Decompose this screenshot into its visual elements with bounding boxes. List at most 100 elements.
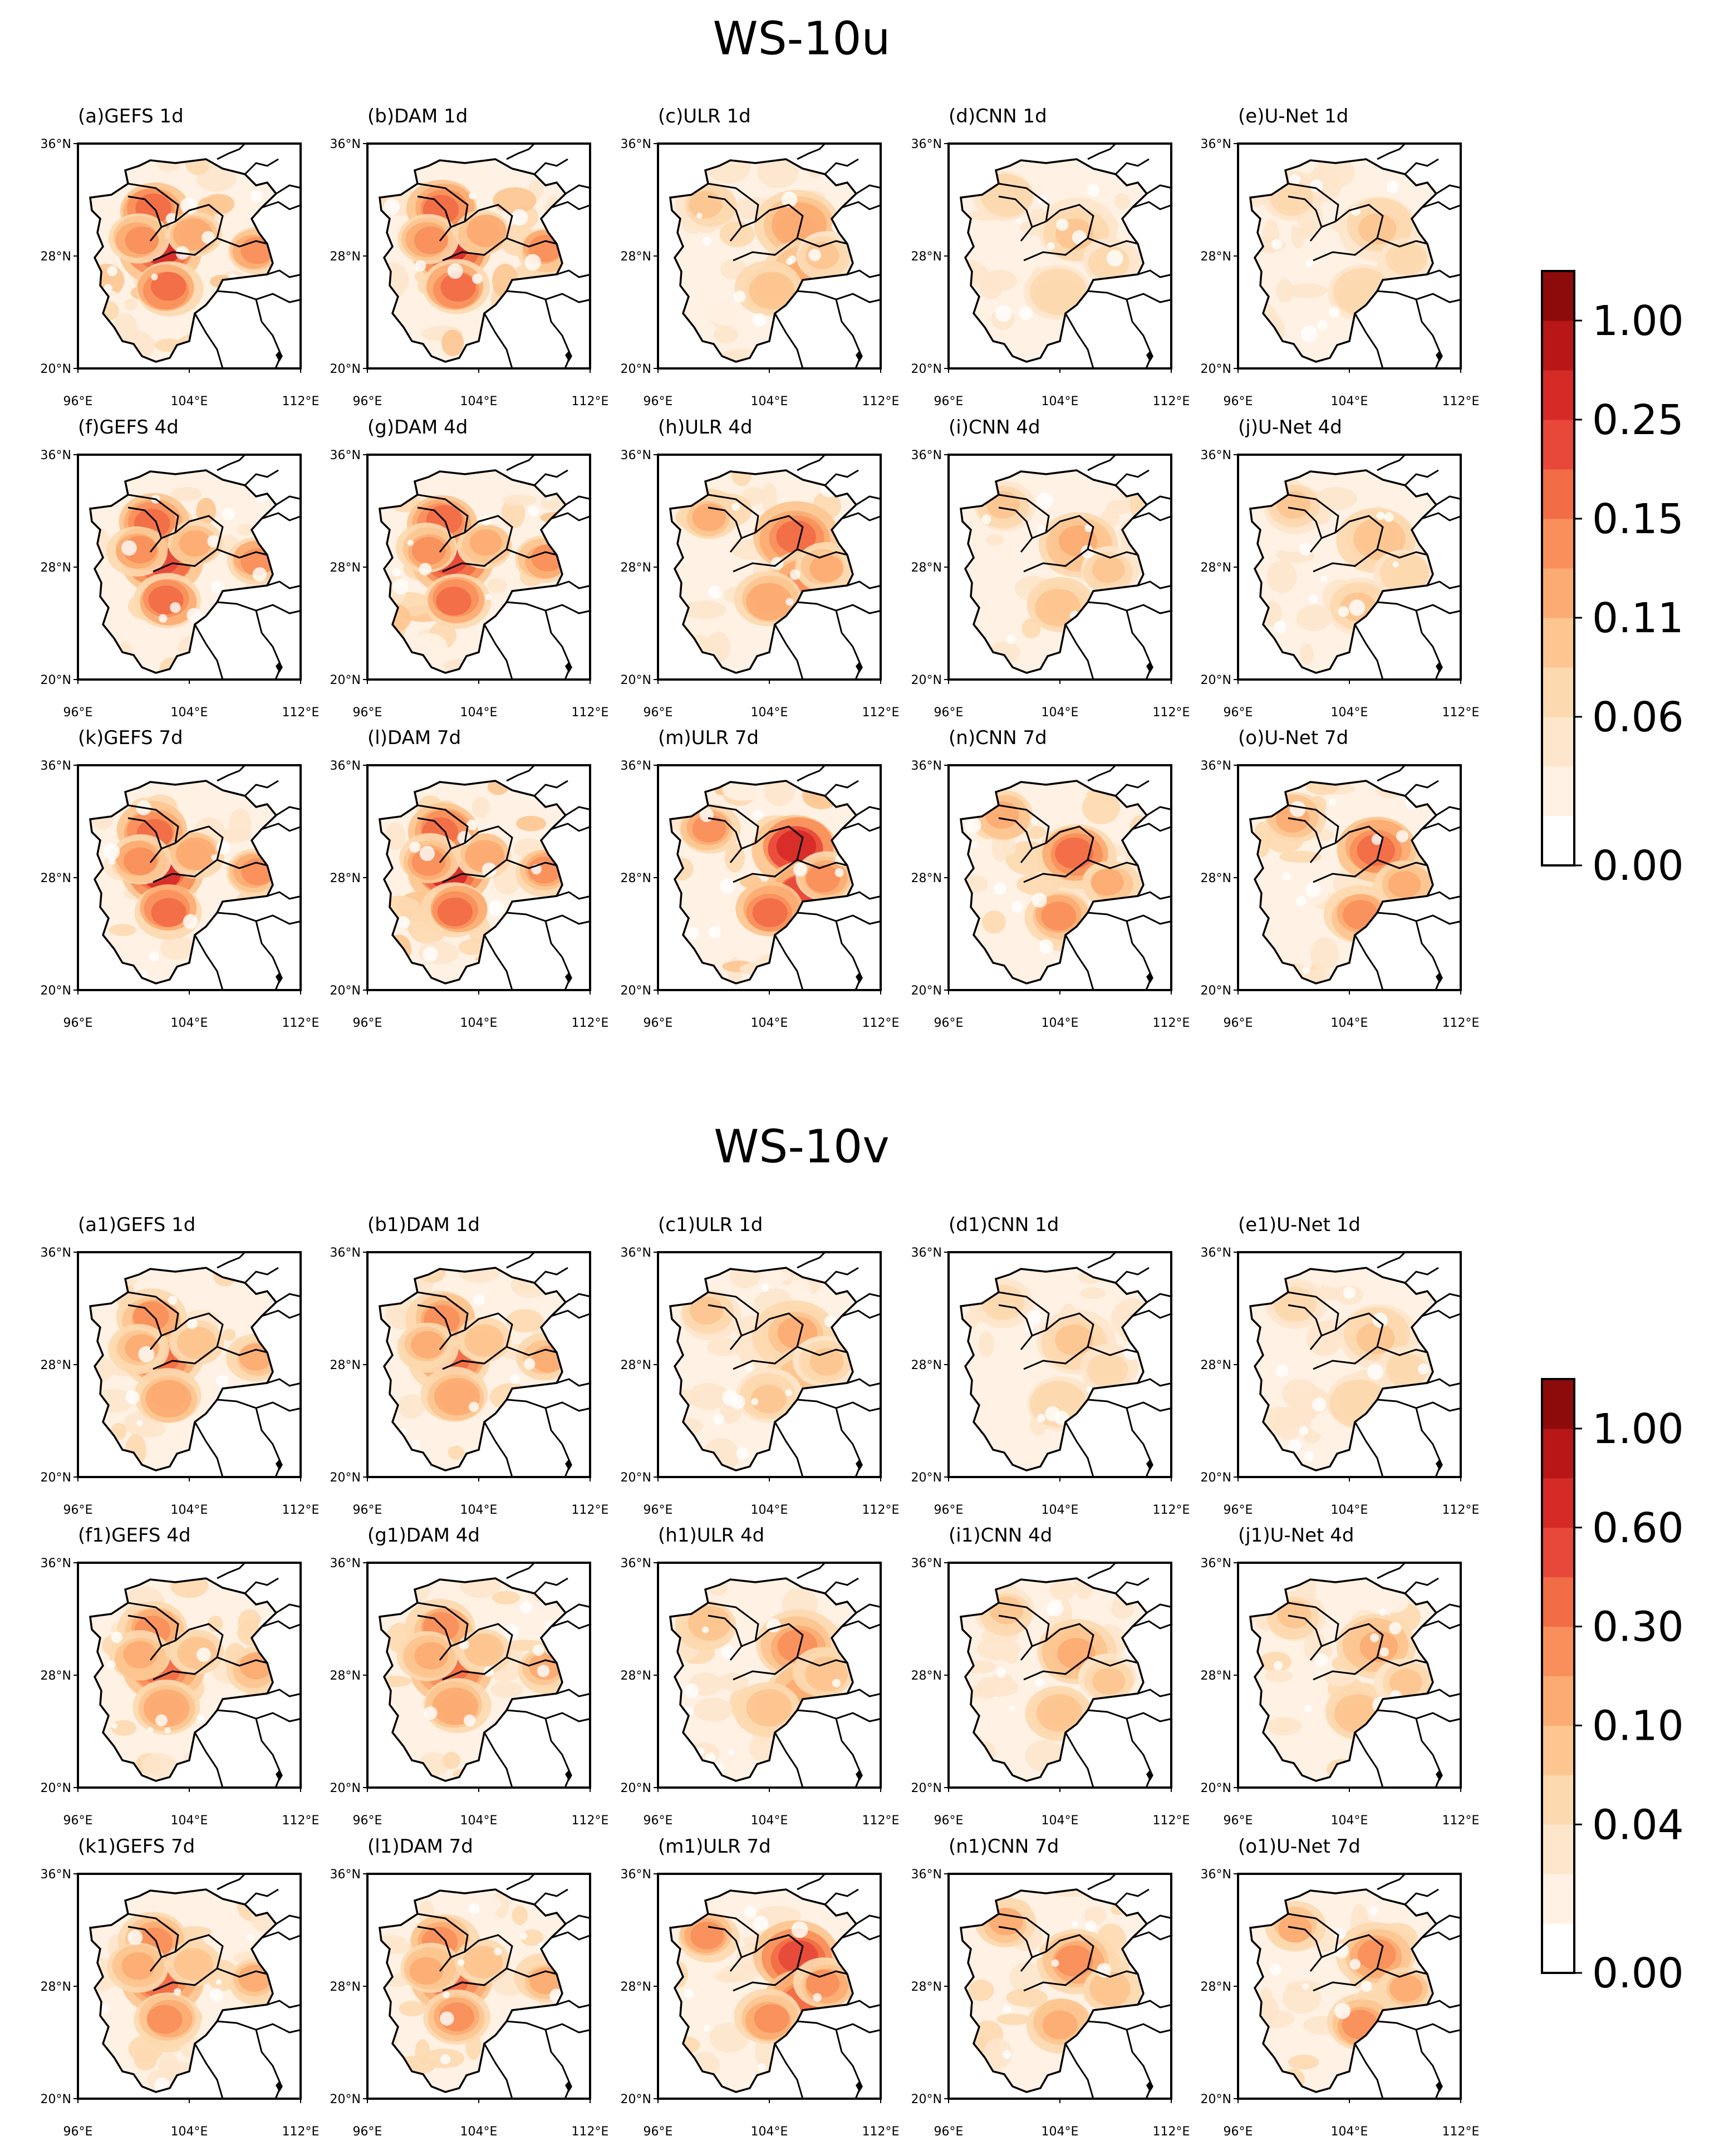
field-gap [793,862,808,877]
map-panel: (c1)ULR 1d 36°N 28°N 20°N 96°E 104°E 112°E [621,1214,900,1517]
field-gap [1037,1414,1045,1422]
field-hotspot [776,830,817,863]
lon-tick-label: 96°E [353,1503,382,1517]
field-gap [1106,250,1123,267]
panel-label: (c)ULR 1d [658,105,751,127]
region-outline [89,1267,278,1471]
colorbar-bin [1542,370,1574,420]
internal-boundary [708,1602,759,1641]
field-hotspot [750,584,786,613]
province-border [551,1620,592,1630]
field-hotspot [132,1301,169,1331]
field-gap [121,540,137,556]
field-patch [764,781,794,806]
field-gap [209,1988,224,2002]
lat-tick-label: 36°N [330,1868,361,1882]
field-patch [185,159,210,175]
field-gap [788,255,797,264]
province-border [261,1620,302,1630]
lon-tick-label: 112°E [862,1016,900,1030]
field-patch [458,1268,500,1283]
field-gap [1271,239,1283,250]
province-border [824,780,859,797]
field-patch [761,482,778,513]
field-patch [109,924,136,936]
colorbar-bin [1542,1775,1574,1825]
province-border [774,624,804,680]
field-layer [675,159,856,362]
province-border [1114,1577,1150,1594]
field-gap [1334,1943,1349,1958]
field-gap [995,305,1012,322]
panel-label: (h)ULR 4d [658,416,753,439]
field-gap [1370,1633,1379,1642]
lat-tick-label: 36°N [911,1557,942,1571]
field-gap [696,213,703,219]
province-border [217,1399,302,1412]
field-gap [994,882,1007,895]
field-patch [717,1673,749,1691]
internal-boundary [439,204,513,262]
province-border [506,142,536,160]
lon-tick-label: 112°E [1153,706,1190,720]
province-border [556,2000,592,2009]
field-hotspot [466,1636,498,1663]
field-gap [1379,1647,1389,1657]
province-border [1436,1603,1462,1614]
lat-tick-label: 28°N [41,561,71,575]
panel-label: (d)CNN 1d [949,105,1047,127]
field-gap [1384,512,1394,522]
province-border [1377,1873,1406,1891]
colorbar-frame [1541,270,1575,867]
lat-tick-label: 20°N [911,984,942,998]
island-marker [565,1770,572,1781]
colorbar-label: 0.04 [1592,1801,1684,1849]
province-border [506,1709,592,1722]
region-outline [89,780,278,985]
internal-boundary [1087,1656,1138,1667]
internal-boundary [506,237,557,248]
province-border [1377,1399,1462,1412]
colorbar-bin [1542,1527,1574,1578]
lat-tick-label: 20°N [621,673,651,687]
field-gap [510,1374,520,1384]
lon-tick-label: 96°E [934,706,964,720]
lat-tick-label: 20°N [911,2093,942,2106]
field-hotspot [1358,1939,1396,1971]
lat-tick-label: 28°N [621,1669,651,1683]
lat-tick-label: 28°N [41,250,71,264]
lon-tick-label: 104°E [460,395,498,408]
field-patch [506,1309,544,1333]
internal-boundary [439,1934,513,1992]
province-border [1377,764,1406,782]
field-gap [1349,599,1366,616]
province-border [533,1577,568,1594]
province-border [1114,780,1150,797]
lon-tick-label: 104°E [1042,2125,1079,2139]
field-gap [202,231,215,244]
field-gap [744,1906,757,1918]
field-patch [731,470,752,486]
field-hotspot [151,272,186,301]
lat-tick-label: 36°N [621,1868,651,1882]
field-gap [789,569,800,580]
field-hotspot [414,1642,448,1670]
field-gap [1016,218,1022,224]
lat-tick-label: 36°N [911,759,942,773]
province-border [1436,184,1462,195]
province-border [217,142,246,160]
field-hotspot [179,530,212,557]
field-hotspot [806,1970,840,1997]
province-border [1377,601,1462,614]
colorbar-bin [1542,420,1574,470]
panel-label: (l)DAM 7d [367,727,461,749]
field-gap [1309,594,1318,604]
internal-boundary [417,1926,452,1958]
lat-tick-label: 36°N [41,1557,71,1571]
field-hotspot [1359,1631,1398,1662]
lon-tick-label: 112°E [862,1814,900,1828]
lat-tick-label: 20°N [330,362,361,376]
field-hotspot [412,537,446,565]
province-border [1427,580,1462,589]
